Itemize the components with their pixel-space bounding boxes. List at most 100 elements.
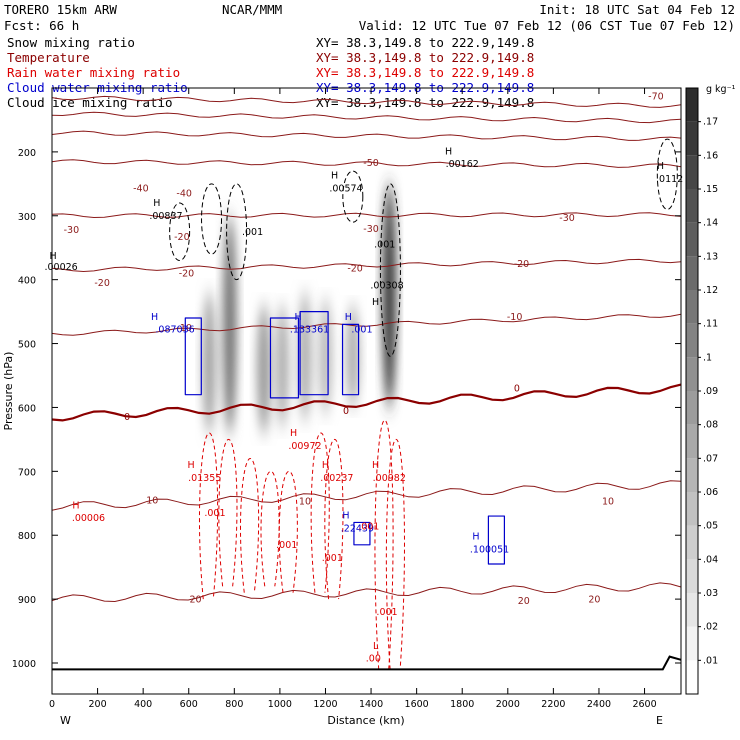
rain-contour-5 [310,432,330,593]
y-tick-label-8: 1000 [12,659,36,670]
y-tick-label-4: 600 [18,403,36,414]
annotation-35: H [657,161,664,172]
temperature-isotherms [51,95,682,603]
cloud-contour-5 [487,515,506,565]
annotation-38: .087036 [155,325,194,336]
annotation-13: -10 [507,312,523,323]
annotation-45: H [472,532,479,543]
contour-annotations: -70 -50 -40 -40 -30 -30 -30 -20 -20 -20 -20 -20 -10 -… [44,92,683,665]
cloud-water-contours [184,311,506,565]
legend-xy-2: XY= 38.3,149.8 to 222.9,149.8 [316,65,534,80]
x-tick-label-9: 1800 [450,699,474,710]
x-tick-label-13: 2600 [632,699,656,710]
colorbar-label-9: .1 [703,352,712,363]
legend-field-2: Rain water mixing ratio [7,65,180,80]
snow-column-0 [202,292,217,433]
colorbar-swatch-5 [686,492,698,526]
y-tick-label-7: 900 [18,595,36,606]
x-axis-label: Distance (km) [327,714,404,727]
rain-contour-7 [374,419,394,670]
y-tick-label-3: 500 [18,340,36,351]
isotherm--30 [51,212,682,219]
annotation-12: -10 [176,323,192,334]
colorbar-swatch-7 [686,424,698,459]
rain-contour-0 [198,432,219,600]
terrain-line [52,655,682,671]
terrain-path [52,655,682,671]
snow-column-2 [256,305,271,433]
y-tick-label-2: 400 [18,276,36,287]
annotation-20: 20 [190,594,202,605]
colorbar-label-1: .02 [703,622,718,633]
annotation-42: .001 [351,325,372,336]
cloud-contour-1 [269,317,300,399]
annotation-26: .00026 [44,262,77,273]
annotation-15: 0 [343,406,349,417]
rain-contour-6 [324,438,344,600]
annotation-41: H [345,312,352,323]
isotherm--20 [51,258,682,273]
colorbar-swatch-14 [686,189,698,223]
annotation-57: .001 [204,508,225,519]
east-label: E [656,714,663,727]
annotation-17: 10 [146,495,158,506]
annotation-8: -20 [94,278,110,289]
colorbar-swatch-1 [686,626,698,661]
annotation-46: .100051 [470,544,509,555]
x-tick-label-8: 1600 [405,699,429,710]
isotherm--70 [51,95,682,108]
annotation-3: -40 [176,189,192,200]
valid-time: Valid: 12 UTC Tue 07 Feb 12 (06 CST Tue … [359,18,735,33]
init-time: Init: 18 UTC Sat 04 Feb 12 [539,2,735,17]
y-tick-label-0: 200 [18,148,36,159]
colorbar-label-0: .01 [703,655,718,666]
legend-xy-0: XY= 38.3,149.8 to 222.9,149.8 [316,35,534,50]
colorbar-swatch-11 [686,290,698,324]
annotation-22: 20 [588,594,600,605]
snow-column-5 [318,298,333,414]
colorbar-swatch-10 [686,323,698,358]
annotation-7: -20 [174,232,190,243]
annotation-5: -30 [363,224,379,235]
annotation-33: H [445,146,452,157]
colorbar-swatch-3 [686,559,698,593]
colorbar-label-3: .04 [703,554,718,565]
colorbar-label-7: .08 [703,420,718,431]
x-tick-label-3: 600 [180,699,198,710]
colorbar-swatch-2 [686,593,698,627]
model-title: TORERO 15km ARW [4,2,117,17]
colorbar-swatch-0 [686,660,698,694]
snow-contour-0 [169,202,191,261]
annotation-40: .133361 [290,325,329,336]
annotation-58: .001 [358,521,379,532]
center-title: NCAR/MMM [222,2,282,17]
snow-contour-4 [379,183,401,357]
colorbar-label-13: .14 [703,218,718,229]
annotation-18: 10 [299,497,311,508]
annotation-43: H [342,511,349,522]
y-tick-label-6: 800 [18,531,36,542]
colorbar-label-10: .11 [703,319,718,330]
snow-contours [169,138,678,357]
annotation-4: -30 [64,225,80,236]
annotation-44: .22439 [341,523,374,534]
annotation-27: .001 [242,227,263,238]
annotation-9: -20 [179,268,195,279]
colorbar-label-11: .12 [703,285,718,296]
annotation-51: H [322,460,329,471]
isotherm--60 [51,111,682,124]
colorbar-label-12: .13 [703,251,718,262]
annotation-10: -20 [347,263,363,274]
annotation-55: H [72,500,79,511]
rain-contour-8 [385,438,405,670]
annotation-63: .00 [366,654,381,665]
isotherm-20 [51,582,682,603]
annotation-6: -30 [559,213,575,224]
annotation-53: H [372,460,379,471]
snow-column-4 [297,292,312,421]
annotation-59: .001 [276,540,297,551]
colorbar-swatch-15 [686,155,698,189]
annotation-60: .001 [322,553,343,564]
colorbar-label-6: .07 [703,453,718,464]
